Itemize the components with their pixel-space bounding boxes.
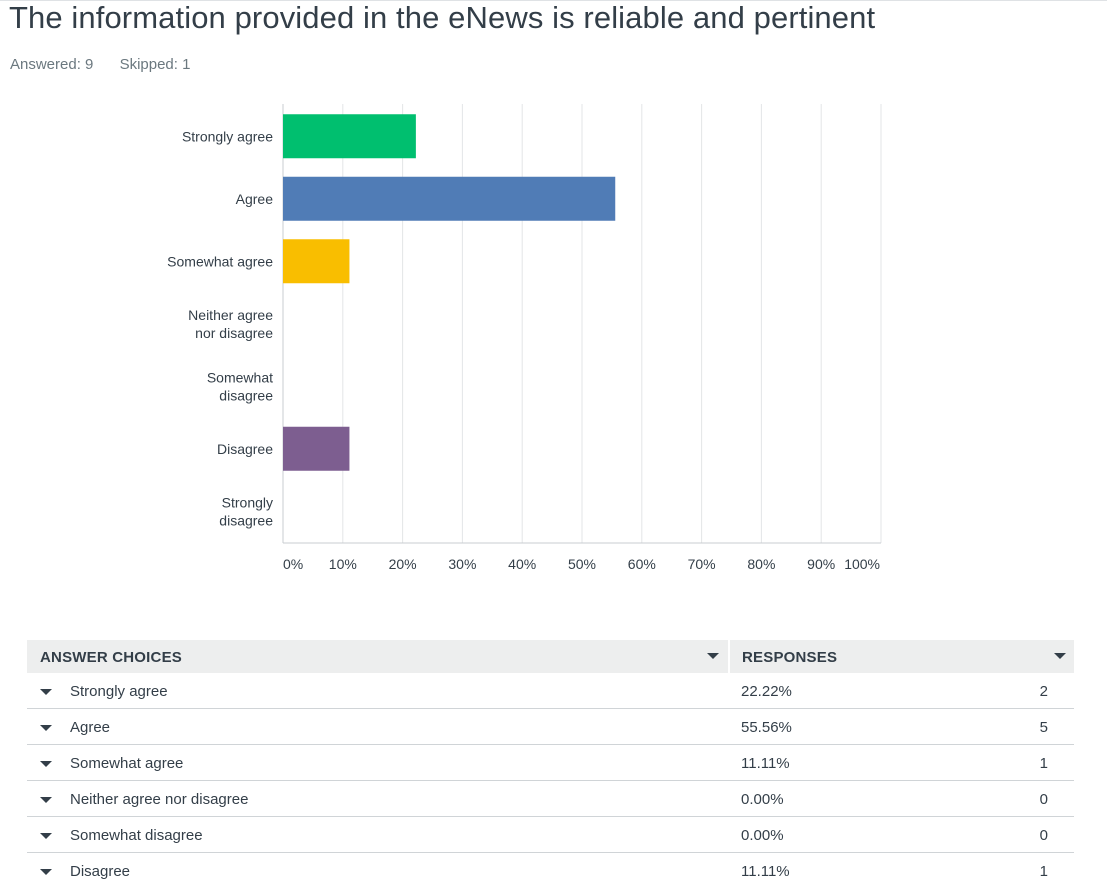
answer-choice-label: Agree — [70, 719, 111, 736]
table-body: Strongly agree 22.22% 2 Agree 55.56% 5 Somewha… — [27, 673, 1074, 888]
table-row: Somewhat agree 11.11% 1 — [27, 745, 1074, 781]
answer-choice-label: Somewhat disagree — [70, 827, 203, 844]
response-percent: 11.11% — [741, 863, 790, 880]
tick-label: 10% — [329, 556, 357, 572]
response-count: 2 — [1039, 683, 1048, 700]
table-row: Somewhat disagree 0.00% 0 — [27, 817, 1074, 853]
answer-choice-label: Disagree — [70, 863, 131, 880]
category-label: Neither agree — [188, 307, 273, 323]
category-label: Strongly agree — [182, 128, 273, 144]
response-percent: 11.11% — [741, 755, 790, 772]
expand-row-icon[interactable] — [40, 869, 52, 875]
table-row: Neither agree nor disagree 0.00% 0 — [27, 781, 1074, 817]
answered-count: Answered: 9 — [10, 56, 94, 73]
sort-choices-icon[interactable] — [707, 653, 719, 659]
response-stats: Answered: 9 Skipped: 1 — [10, 56, 212, 73]
response-percent: 0.00% — [741, 827, 784, 844]
tick-label: 70% — [688, 556, 716, 572]
sort-responses-icon[interactable] — [1054, 653, 1066, 659]
category-label: Somewhat agree — [167, 253, 273, 269]
tick-label: 40% — [508, 556, 536, 572]
answer-choices-header[interactable]: ANSWER CHOICES — [40, 649, 182, 666]
response-count: 5 — [1039, 719, 1048, 736]
tick-label: 30% — [448, 556, 476, 572]
response-count: 0 — [1039, 791, 1048, 808]
category-label: Disagree — [217, 441, 273, 457]
expand-row-icon[interactable] — [40, 725, 52, 731]
response-percent: 22.22% — [741, 683, 792, 700]
top-divider — [0, 0, 1107, 1]
bar[interactable] — [283, 239, 350, 284]
expand-row-icon[interactable] — [40, 797, 52, 803]
expand-row-icon[interactable] — [40, 689, 52, 695]
tick-label: 60% — [628, 556, 656, 572]
category-label: Strongly — [222, 494, 273, 510]
table-row: Strongly agree 22.22% 2 — [27, 673, 1074, 709]
answer-choice-label: Strongly agree — [70, 683, 168, 700]
bar[interactable] — [283, 426, 350, 471]
bar[interactable] — [283, 114, 416, 159]
table-header: ANSWER CHOICES RESPONSES — [27, 640, 1074, 673]
category-label: Agree — [236, 191, 274, 207]
tick-label: 100% — [844, 556, 880, 572]
tick-label: 0% — [283, 556, 303, 572]
table-row: Disagree 11.11% 1 — [27, 853, 1074, 888]
category-label: disagree — [219, 512, 273, 528]
responses-header[interactable]: RESPONSES — [742, 649, 838, 666]
response-count: 1 — [1039, 863, 1048, 880]
skipped-count: Skipped: 1 — [119, 56, 191, 73]
tick-label: 80% — [747, 556, 775, 572]
responses-table: ANSWER CHOICES RESPONSES Strongly agree 2… — [27, 640, 1074, 888]
response-count: 1 — [1039, 755, 1048, 772]
tick-label: 90% — [807, 556, 835, 572]
expand-row-icon[interactable] — [40, 761, 52, 767]
tick-label: 50% — [568, 556, 596, 572]
category-label: Somewhat — [207, 369, 273, 385]
header-divider — [728, 640, 730, 673]
answer-choice-label: Somewhat agree — [70, 755, 184, 772]
category-label: nor disagree — [195, 325, 273, 341]
expand-row-icon[interactable] — [40, 833, 52, 839]
tick-label: 20% — [389, 556, 417, 572]
response-percent: 55.56% — [741, 719, 792, 736]
answer-choice-label: Neither agree nor disagree — [70, 791, 249, 808]
bar-chart: Strongly agree Agree Somewhat agree Neither… — [167, 104, 882, 572]
bar[interactable] — [283, 176, 616, 221]
response-percent: 0.00% — [741, 791, 784, 808]
question-title: The information provided in the eNews is… — [9, 0, 876, 35]
response-count: 0 — [1039, 827, 1048, 844]
table-row: Agree 55.56% 5 — [27, 709, 1074, 745]
category-label: disagree — [219, 387, 273, 403]
